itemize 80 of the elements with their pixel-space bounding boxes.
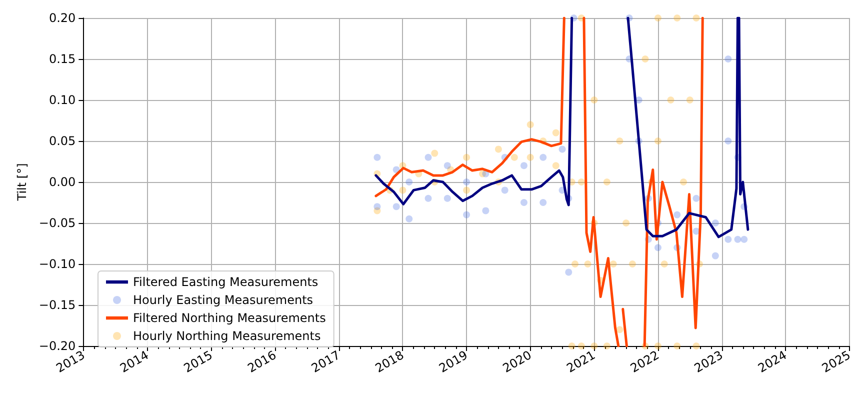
point (558, 146, 566, 153)
point (590, 342, 598, 350)
point (540, 199, 547, 206)
y-tick-label: 0.20 (48, 11, 76, 25)
point (642, 56, 649, 62)
point (552, 162, 560, 170)
point (424, 194, 432, 202)
point (444, 194, 451, 202)
point (724, 138, 732, 144)
point (578, 178, 585, 186)
point (406, 178, 413, 186)
point (568, 342, 576, 350)
point (686, 96, 694, 104)
point (654, 342, 662, 350)
point (692, 14, 700, 22)
point (578, 342, 585, 350)
point (584, 260, 592, 268)
point (674, 14, 681, 22)
point (565, 268, 572, 276)
point (616, 326, 624, 334)
y-tick-label: 0.00 (48, 175, 76, 189)
point (406, 215, 413, 222)
point (463, 211, 470, 218)
y-tick-label: −0.05 (38, 216, 76, 230)
point (374, 203, 381, 210)
point (572, 260, 579, 268)
point (510, 154, 518, 161)
legend-label: Filtered Easting Measurements (133, 275, 318, 289)
point (712, 252, 719, 260)
y-tick-label: −0.15 (38, 298, 76, 312)
point (610, 260, 617, 268)
point (463, 154, 470, 161)
point (680, 178, 687, 186)
point (635, 96, 642, 104)
point (712, 220, 719, 226)
y-tick-label: 0.15 (48, 52, 76, 66)
point (692, 194, 700, 202)
point (552, 129, 560, 136)
point (654, 138, 662, 144)
point (724, 56, 732, 62)
point (603, 178, 610, 186)
point (501, 186, 508, 194)
y-axis-title: Tilt [°] (15, 163, 29, 202)
point (654, 244, 662, 252)
point (660, 260, 668, 268)
point (520, 162, 528, 170)
point (674, 211, 681, 218)
point (540, 154, 547, 161)
point (654, 14, 662, 22)
point (674, 342, 681, 350)
y-tick-label: −0.20 (38, 339, 76, 353)
point (734, 236, 742, 243)
y-tick-label: −0.10 (38, 257, 76, 271)
y-tick-label: 0.10 (48, 93, 76, 107)
legend-label: Hourly Northing Measurements (133, 329, 321, 343)
point (724, 236, 732, 243)
legend-label: Filtered Northing Measurements (133, 311, 326, 325)
point (616, 138, 624, 144)
legend-label: Hourly Easting Measurements (133, 293, 314, 307)
point (520, 199, 528, 206)
point (526, 154, 534, 161)
point (667, 96, 674, 104)
point (628, 260, 636, 268)
point (463, 186, 470, 194)
point (482, 207, 490, 214)
point (603, 342, 610, 350)
point (463, 178, 470, 186)
point (622, 220, 630, 226)
point (740, 236, 748, 243)
point (494, 146, 502, 153)
point (392, 203, 400, 210)
point (431, 150, 438, 157)
y-tick-label: 0.05 (48, 134, 76, 148)
point (526, 121, 534, 128)
point (590, 96, 598, 104)
point (444, 162, 451, 170)
point (399, 186, 406, 194)
point (374, 154, 381, 161)
point (692, 342, 700, 350)
point (424, 154, 432, 161)
